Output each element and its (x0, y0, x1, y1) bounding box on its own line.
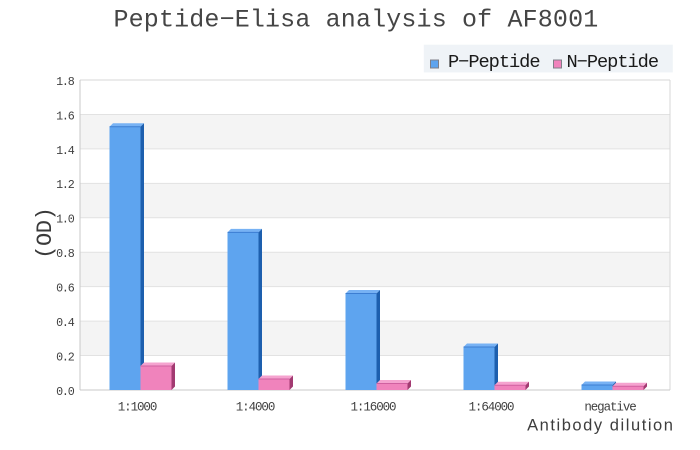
svg-text:1.8: 1.8 (56, 75, 75, 89)
svg-text:0.2: 0.2 (56, 351, 75, 365)
svg-text:N−Peptide: N−Peptide (567, 51, 658, 73)
svg-text:1.2: 1.2 (56, 178, 75, 192)
svg-text:0.0: 0.0 (56, 385, 75, 399)
svg-text:P−Peptide: P−Peptide (448, 51, 539, 73)
svg-text:Antibody dilution: Antibody dilution (527, 416, 674, 434)
svg-text:1.6: 1.6 (56, 109, 75, 123)
svg-text:1.4: 1.4 (56, 144, 75, 158)
svg-text:0.6: 0.6 (56, 282, 75, 296)
svg-text:1:64000: 1:64000 (469, 400, 515, 414)
svg-text:1:1000: 1:1000 (118, 400, 157, 414)
svg-text:0.8: 0.8 (56, 247, 75, 261)
svg-text:1:4000: 1:4000 (236, 400, 275, 414)
svg-text:Peptide−Elisa analysis of AF80: Peptide−Elisa analysis of AF8001 (114, 6, 599, 35)
svg-text:1:16000: 1:16000 (351, 400, 397, 414)
svg-text:negative: negative (584, 400, 636, 414)
svg-text:0.4: 0.4 (56, 316, 75, 330)
svg-text:1.0: 1.0 (56, 213, 75, 227)
svg-text:(OD): (OD) (33, 208, 58, 259)
